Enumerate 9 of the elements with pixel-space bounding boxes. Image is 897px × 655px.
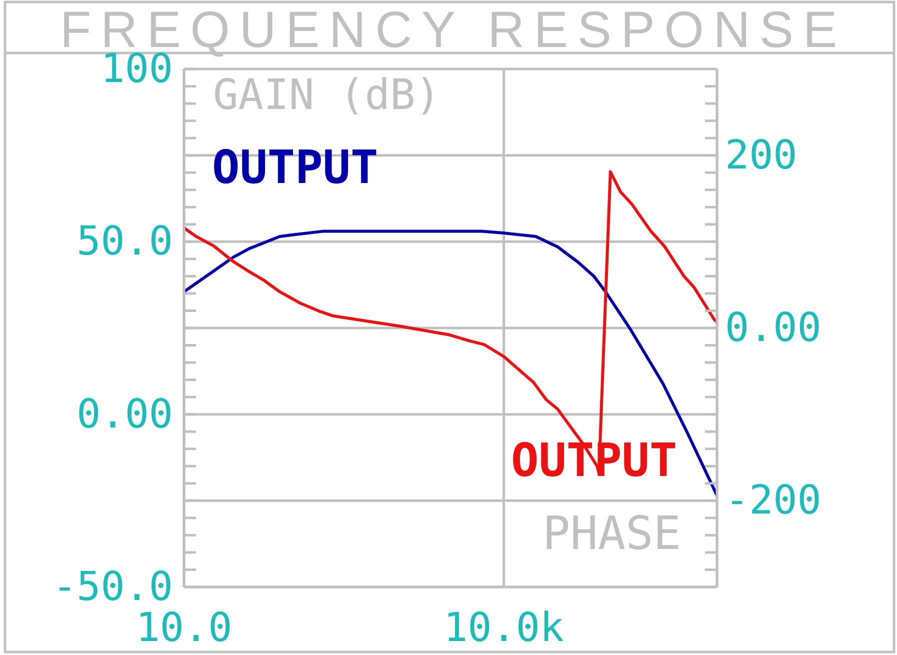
x-tick-label: 10.0k (444, 605, 564, 651)
y2-axis-title: PHASE (542, 506, 681, 560)
y-axis-title: GAIN (dB) (213, 70, 441, 119)
y-tick-label: 50.0 (76, 218, 173, 265)
series-label: OUTPUT (212, 140, 378, 194)
y2-tick-label: 200 (725, 132, 798, 178)
y-tick-label: 0.00 (76, 391, 173, 438)
y2-tick-label: -200 (725, 478, 822, 524)
y2-tick-label: 0.00 (725, 305, 822, 351)
